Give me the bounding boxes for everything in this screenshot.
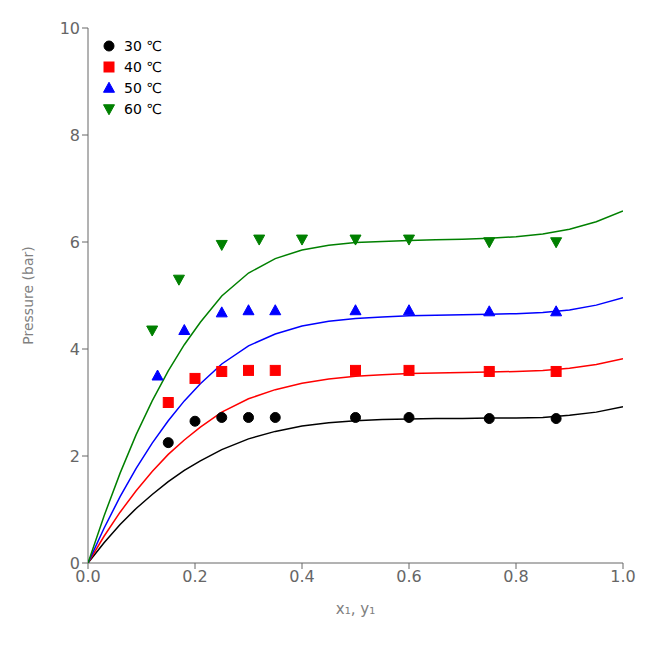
svg-text:Pressure (bar): Pressure (bar) <box>20 246 36 344</box>
html-text:50 ℃: 50 ℃ <box>124 80 162 96</box>
svg-text:0.4: 0.4 <box>289 567 314 586</box>
svg-text:6: 6 <box>70 233 80 252</box>
svg-text:4: 4 <box>70 340 80 359</box>
svg-text:0.2: 0.2 <box>182 567 207 586</box>
svg-text:8: 8 <box>70 126 80 145</box>
svg-text:0.8: 0.8 <box>503 567 528 586</box>
html-text:30 ℃: 30 ℃ <box>124 38 162 54</box>
html-text:60 ℃: 60 ℃ <box>124 101 162 117</box>
svg-text:1.0: 1.0 <box>610 567 635 586</box>
svg-text:0: 0 <box>70 554 80 573</box>
svg-text:0.6: 0.6 <box>396 567 421 586</box>
svg-text:2: 2 <box>70 447 80 466</box>
svg-text:0.0: 0.0 <box>75 567 101 587</box>
html-text:40 ℃: 40 ℃ <box>124 59 162 75</box>
svg-text:x₁, y₁: x₁, y₁ <box>336 600 375 618</box>
svg-text:10: 10 <box>60 19 80 38</box>
